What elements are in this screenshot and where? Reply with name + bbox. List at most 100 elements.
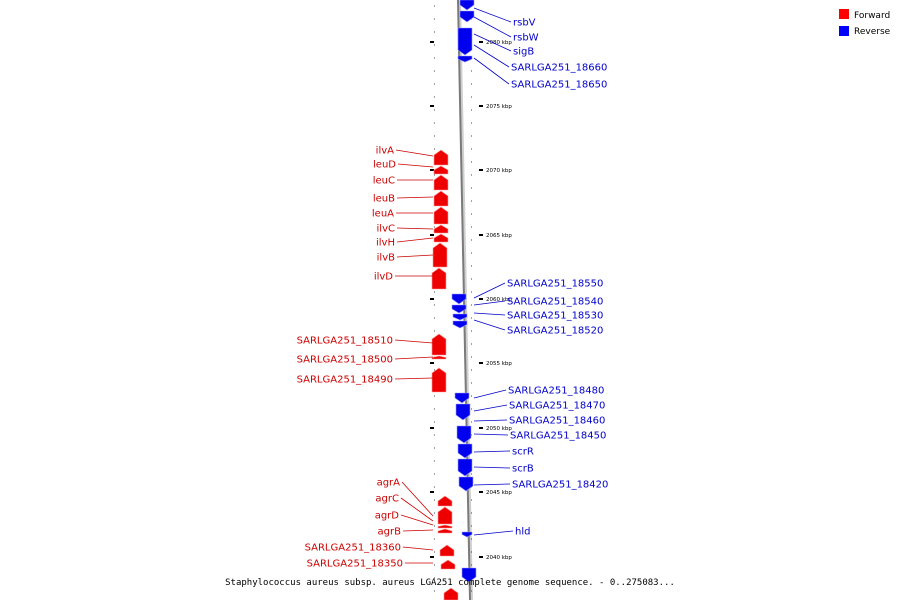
reverse-leader <box>473 57 510 85</box>
forward-gene-label: SARLGA251_18350 <box>307 559 403 570</box>
forward-gene-label: agrB <box>378 527 402 538</box>
legend-forward-swatch <box>839 9 849 19</box>
tick-label: 2045 kbp <box>486 490 512 496</box>
forward-gene <box>437 495 453 507</box>
tick-label: 2040 kbp <box>486 555 512 561</box>
forward-gene-label: agrC <box>375 494 399 505</box>
gene-labels: ilvA leuD leuC leuB leuA ilvC ilvH ilvB ilvD SARL… <box>297 7 608 570</box>
reverse-gene-label: SARLGA251_18420 <box>512 480 608 491</box>
major-tick-left <box>430 41 434 43</box>
reverse-gene <box>454 392 470 404</box>
forward-gene <box>431 333 447 356</box>
forward-gene-label: leuA <box>372 209 394 220</box>
forward-gene <box>437 528 453 534</box>
forward-gene-label: leuB <box>373 194 395 205</box>
forward-gene <box>433 165 449 175</box>
forward-gene <box>433 174 449 191</box>
forward-gene <box>431 267 447 290</box>
reverse-gene-label: SARLGA251_18650 <box>511 80 607 91</box>
reverse-gene-label: SARLGA251_18530 <box>507 311 603 322</box>
reverse-gene <box>461 567 477 583</box>
forward-gene <box>433 190 449 207</box>
forward-gene <box>431 355 447 360</box>
reverse-leader <box>473 7 512 23</box>
forward-gene-label: leuD <box>373 160 396 171</box>
reverse-leader <box>473 419 508 422</box>
reverse-leader <box>473 466 511 469</box>
major-tick-right <box>479 234 483 236</box>
reverse-leader <box>473 319 506 331</box>
map-caption: Staphylococcus aureus subsp. aureus LGA2… <box>225 578 675 588</box>
reverse-gene <box>451 304 467 314</box>
reverse-leader <box>473 44 510 68</box>
forward-gene <box>437 506 453 525</box>
forward-gene <box>433 149 449 166</box>
forward-gene-label: SARLGA251_18490 <box>297 375 393 386</box>
tick-label: 2065 kbp <box>486 233 512 239</box>
forward-leader <box>394 339 434 344</box>
reverse-leader <box>473 389 507 399</box>
major-tick-right <box>479 491 483 493</box>
reverse-gene <box>459 0 475 11</box>
reverse-leader <box>473 300 506 306</box>
forward-gene <box>439 544 455 557</box>
reverse-gene-label: scrB <box>512 464 534 475</box>
major-tick-left <box>430 556 434 558</box>
major-tick-right <box>479 298 483 300</box>
reverse-leader <box>473 282 506 299</box>
forward-leader <box>396 227 434 230</box>
forward-leader <box>400 514 434 526</box>
major-tick-right <box>479 105 483 107</box>
major-tick-left <box>430 362 434 364</box>
major-tick-left <box>430 298 434 300</box>
tick-label: 2060 kbp <box>486 297 512 303</box>
reverse-gene <box>455 403 471 421</box>
tick-label: 2070 kbp <box>486 168 512 174</box>
forward-gene <box>431 367 447 393</box>
tick-label: 2050 kbp <box>486 426 512 432</box>
legend-reverse-label: Reverse <box>854 27 891 37</box>
reverse-leader <box>473 312 506 316</box>
forward-gene-label: leuC <box>373 176 395 187</box>
forward-gene-label: agrA <box>377 478 401 489</box>
reverse-gene-label: SARLGA251_18660 <box>511 63 607 74</box>
reverse-leader <box>473 483 511 486</box>
forward-leader <box>402 529 434 532</box>
major-tick-right <box>479 362 483 364</box>
reverse-gene <box>451 293 467 305</box>
major-tick-left <box>430 427 434 429</box>
forward-leader <box>396 254 434 258</box>
forward-leader <box>395 149 434 157</box>
reverse-gene-label: rsbV <box>513 18 536 29</box>
forward-gene <box>433 206 449 225</box>
reverse-gene <box>457 27 473 56</box>
forward-leader <box>397 163 434 168</box>
forward-gene-label: SARLGA251_18500 <box>297 355 393 366</box>
reverse-gene <box>457 458 473 477</box>
reverse-leader <box>473 404 508 412</box>
forward-leader <box>400 497 434 522</box>
reverse-gene-label: scrR <box>512 447 534 458</box>
major-tick-right <box>479 556 483 558</box>
reverse-leader <box>473 433 509 436</box>
reverse-leader <box>473 33 512 52</box>
legend-reverse-swatch <box>839 26 849 36</box>
major-tick-right <box>479 427 483 429</box>
legend-forward-label: Forward <box>854 11 890 21</box>
reverse-gene-label: SARLGA251_18450 <box>510 431 606 442</box>
forward-gene <box>440 559 456 570</box>
reverse-gene-label: sigB <box>513 47 534 58</box>
forward-gene <box>432 242 448 268</box>
forward-gene-label: agrD <box>375 511 400 522</box>
reverse-gene-label: SARLGA251_18470 <box>509 401 605 412</box>
forward-leader <box>402 546 434 551</box>
reverse-gene-label: hld <box>515 527 530 538</box>
forward-leader <box>396 196 434 199</box>
forward-leader <box>396 237 434 243</box>
major-tick-left <box>430 491 434 493</box>
legend: Forward Reverse <box>839 9 891 37</box>
reverse-gene <box>458 476 474 492</box>
reverse-gene-label: SARLGA251_18520 <box>507 326 603 337</box>
major-tick-left <box>430 234 434 236</box>
